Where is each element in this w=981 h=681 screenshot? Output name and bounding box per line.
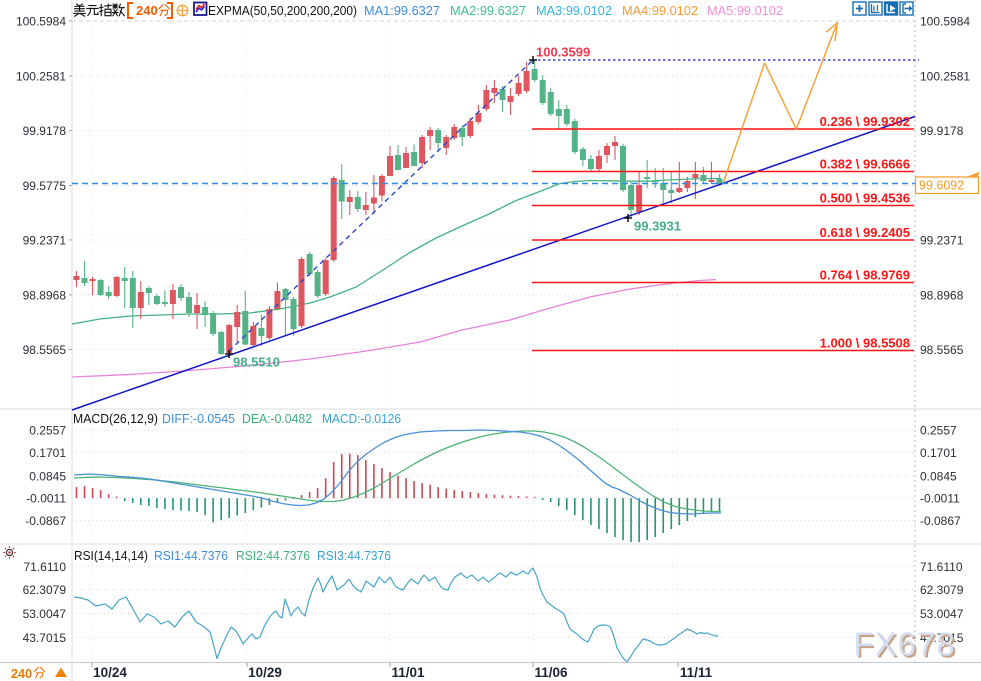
svg-text:0.764 \ 98.9769: 0.764 \ 98.9769 [820, 268, 910, 283]
svg-text:98.8968: 98.8968 [23, 288, 67, 302]
svg-text:100.2581: 100.2581 [16, 70, 66, 84]
svg-text:43.7015: 43.7015 [920, 631, 964, 645]
svg-text:0.618 \ 99.2405: 0.618 \ 99.2405 [820, 225, 910, 240]
svg-text:0.1701: 0.1701 [29, 446, 66, 460]
svg-text:100.5984: 100.5984 [920, 15, 970, 29]
svg-text:53.0047: 53.0047 [23, 607, 67, 621]
svg-text:0.2557: 0.2557 [29, 424, 66, 438]
svg-text:-0.0011: -0.0011 [920, 492, 960, 506]
svg-text:71.6110: 71.6110 [24, 560, 67, 574]
svg-text:0.0845: 0.0845 [29, 470, 66, 484]
svg-text:MA5:99.0102: MA5:99.0102 [707, 3, 783, 18]
svg-text:0.1701: 0.1701 [920, 446, 957, 460]
svg-text:-0.0867: -0.0867 [920, 514, 961, 528]
svg-text:11/01: 11/01 [391, 665, 425, 680]
svg-text:98.5565: 98.5565 [920, 343, 964, 357]
svg-text:FX678: FX678 [854, 626, 956, 663]
svg-text:99.6092: 99.6092 [919, 179, 964, 193]
svg-text:100.2581: 100.2581 [920, 70, 970, 84]
svg-text:10/24: 10/24 [93, 665, 127, 680]
svg-text:0.500 \ 99.4536: 0.500 \ 99.4536 [820, 191, 910, 206]
svg-text:100.5984: 100.5984 [16, 15, 66, 29]
svg-text:100.3599: 100.3599 [536, 45, 590, 60]
svg-text:MACD(26,12,9): MACD(26,12,9) [73, 411, 158, 426]
svg-text:98.5565: 98.5565 [23, 343, 67, 357]
svg-text:RSI(14,14,14): RSI(14,14,14) [74, 548, 148, 563]
svg-text:240: 240 [11, 666, 32, 681]
svg-text:43.7015: 43.7015 [23, 631, 67, 645]
svg-text:MACD:-0.0126: MACD:-0.0126 [322, 411, 401, 426]
svg-text:99.9178: 99.9178 [920, 124, 964, 138]
svg-text:11/11: 11/11 [680, 665, 713, 680]
svg-text:FX678: FX678 [856, 628, 958, 665]
svg-text:99.3931: 99.3931 [634, 219, 681, 234]
svg-text:10/29: 10/29 [248, 665, 282, 680]
svg-text:99.2371: 99.2371 [920, 234, 964, 248]
svg-text:MA1:99.6327: MA1:99.6327 [364, 3, 440, 18]
svg-text:MA2:99.6327: MA2:99.6327 [450, 3, 526, 18]
svg-text:240: 240 [136, 3, 158, 18]
svg-text:98.8968: 98.8968 [920, 288, 964, 302]
svg-text:98.5510: 98.5510 [233, 355, 280, 370]
svg-text:MA4:99.0102: MA4:99.0102 [622, 3, 698, 18]
svg-text:0.236 \ 99.9302: 0.236 \ 99.9302 [820, 114, 910, 129]
svg-text:99.2371: 99.2371 [23, 234, 67, 248]
svg-text:DIFF:-0.0545: DIFF:-0.0545 [162, 411, 235, 426]
svg-text:11/06: 11/06 [534, 665, 568, 680]
svg-text:1.000 \ 98.5508: 1.000 \ 98.5508 [820, 336, 910, 351]
svg-text:-0.0011: -0.0011 [26, 492, 66, 506]
svg-text:EXPMA(50,50,200,200,200): EXPMA(50,50,200,200,200) [208, 3, 357, 18]
svg-text:0.0845: 0.0845 [920, 470, 957, 484]
svg-text:0.382 \ 99.6666: 0.382 \ 99.6666 [820, 157, 910, 172]
svg-text:RSI1:44.7376: RSI1:44.7376 [154, 548, 228, 563]
svg-text:DEA:-0.0482: DEA:-0.0482 [242, 411, 312, 426]
svg-text:62.3079: 62.3079 [23, 583, 67, 597]
svg-text:99.5775: 99.5775 [23, 179, 67, 193]
svg-text:0.2557: 0.2557 [920, 424, 957, 438]
svg-text:RSI2:44.7376: RSI2:44.7376 [236, 548, 310, 563]
svg-text:62.3079: 62.3079 [920, 583, 964, 597]
svg-text:MA3:99.0102: MA3:99.0102 [536, 3, 612, 18]
svg-text:-0.0867: -0.0867 [25, 514, 66, 528]
svg-text:53.0047: 53.0047 [920, 607, 964, 621]
svg-text:71.6110: 71.6110 [920, 560, 963, 574]
svg-text:RSI3:44.7376: RSI3:44.7376 [317, 548, 391, 563]
svg-text:99.9178: 99.9178 [23, 124, 67, 138]
